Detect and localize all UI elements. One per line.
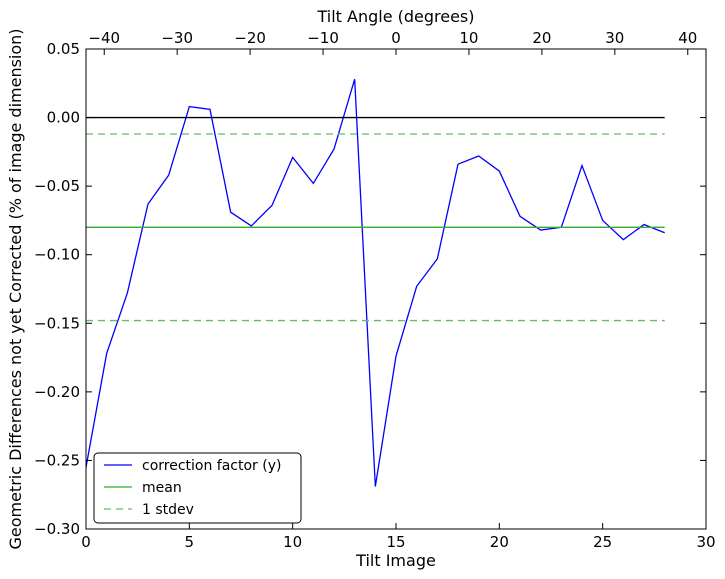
top-x-tick-label: 30 bbox=[605, 29, 624, 47]
y-tick-label: −0.05 bbox=[34, 177, 80, 195]
legend-label: 1 stdev bbox=[142, 502, 194, 518]
legend-label: correction factor (y) bbox=[142, 458, 281, 474]
x-tick-label: 0 bbox=[81, 533, 91, 551]
ticks-layer: 0 5 10 15 20 25 30 0.05 0.00 −0.05 −0.10 −0.15 −0.20… bbox=[34, 29, 716, 551]
y-tick-label: 0.00 bbox=[47, 109, 80, 127]
x-tick-label: 25 bbox=[593, 533, 612, 551]
y-tick-label: 0.05 bbox=[47, 40, 80, 58]
x-tick-label: 30 bbox=[696, 533, 715, 551]
y-tick-label: −0.30 bbox=[34, 520, 80, 538]
legend-label: mean bbox=[142, 480, 182, 496]
plot-layer bbox=[85, 78, 665, 487]
top-x-tick-label: 40 bbox=[678, 29, 697, 47]
top-x-tick-label: 10 bbox=[459, 29, 478, 47]
top-x-tick-label: 20 bbox=[532, 29, 551, 47]
y-tick-label: −0.10 bbox=[34, 246, 80, 264]
top-x-tick-label: 0 bbox=[391, 29, 401, 47]
x-axis-title: Tilt Image bbox=[355, 551, 436, 570]
y-tick-label: −0.25 bbox=[34, 451, 80, 469]
x-tick-label: 20 bbox=[490, 533, 509, 551]
top-x-tick-label: −30 bbox=[161, 29, 193, 47]
y-axis-title: Geometric Differences not yet Corrected … bbox=[6, 28, 25, 549]
legend-box bbox=[93, 452, 302, 524]
top-x-tick-label: −40 bbox=[88, 29, 120, 47]
series-line-0 bbox=[85, 78, 665, 487]
x-tick-label: 10 bbox=[283, 533, 302, 551]
y-tick-label: −0.15 bbox=[34, 314, 80, 332]
x-tick-label: 5 bbox=[185, 533, 195, 551]
top-x-tick-label: −20 bbox=[234, 29, 266, 47]
x-tick-label: 15 bbox=[386, 533, 405, 551]
top-x-tick-label: −10 bbox=[307, 29, 339, 47]
legend: correction factor (y) mean 1 stdev bbox=[93, 452, 302, 524]
top-x-axis-title: Tilt Angle (degrees) bbox=[316, 7, 474, 26]
y-tick-label: −0.20 bbox=[34, 383, 80, 401]
